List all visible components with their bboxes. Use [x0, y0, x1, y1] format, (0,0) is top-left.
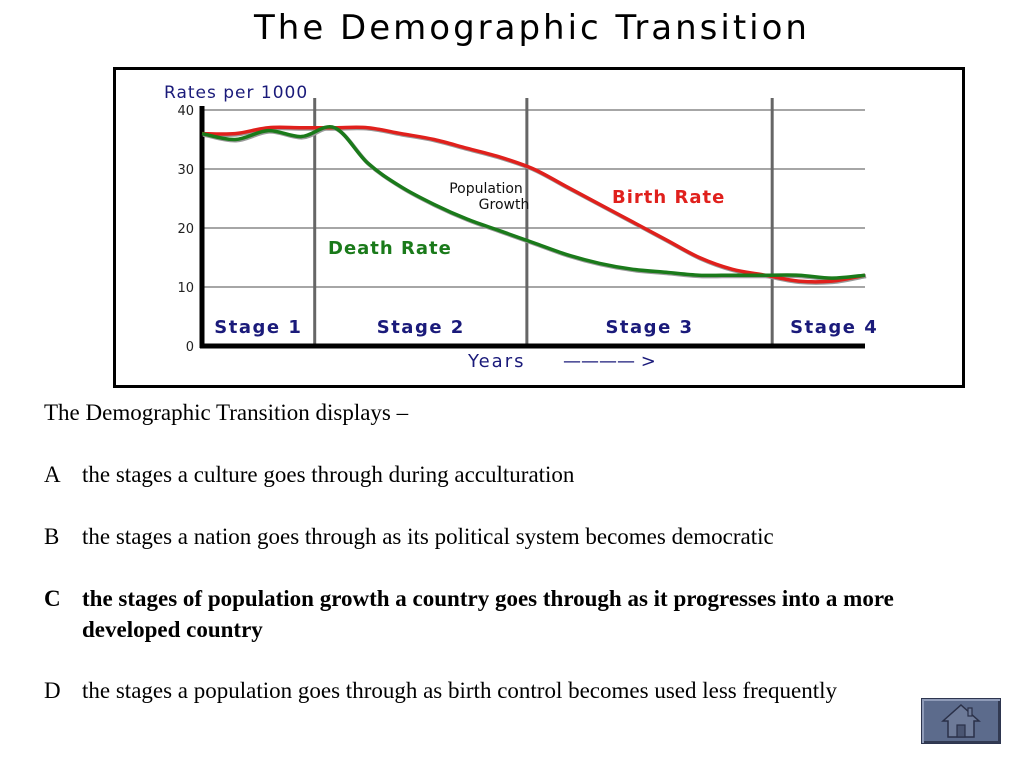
option-text: the stages a population goes through as …: [82, 678, 837, 703]
question-stem: The Demographic Transition displays –: [44, 400, 409, 425]
option-text: the stages a culture goes through during…: [82, 462, 575, 487]
birth-rate-label: Birth Rate: [612, 187, 725, 208]
stage-label: Stage 4: [790, 317, 878, 338]
stage-label: Stage 1: [214, 317, 302, 338]
stage-label: Stage 3: [605, 317, 693, 338]
option-text: the stages of population growth a countr…: [82, 586, 894, 642]
population-growth-label-line2: Growth: [479, 197, 530, 213]
death-rate-line: [201, 125, 866, 280]
series-shadow: [202, 125, 867, 282]
option-letter: C: [44, 586, 61, 611]
option-letter: A: [44, 462, 61, 487]
option-a[interactable]: A the stages a culture goes through duri…: [44, 459, 924, 490]
option-c[interactable]: C the stages of population growth a coun…: [44, 583, 924, 645]
option-letter: D: [44, 678, 61, 703]
x-axis-title: Years: [467, 351, 526, 372]
option-d[interactable]: D the stages a population goes through a…: [44, 675, 924, 706]
y-tick-label: 0: [186, 340, 194, 355]
y-tick-label: 10: [177, 281, 194, 296]
population-growth-area: [202, 128, 865, 281]
population-growth-label-line1: Population: [449, 181, 523, 197]
slide-title: The Demographic Transition: [254, 8, 810, 48]
demographic-transition-chart: 0 10 20 30 40 Rates per 1000 Birth Rate Death R…: [113, 67, 965, 388]
home-button[interactable]: [921, 698, 1001, 744]
death-rate-label: Death Rate: [328, 238, 452, 259]
x-axis-arrow: ———— >: [563, 351, 656, 372]
option-b[interactable]: B the stages a nation goes through as it…: [44, 521, 924, 552]
home-icon: [941, 703, 981, 738]
y-axis-title: Rates per 1000: [164, 83, 308, 103]
y-tick-label: 40: [177, 104, 194, 119]
stage-label: Stage 2: [377, 317, 465, 338]
series-shadow: [202, 126, 867, 285]
option-letter: B: [44, 524, 60, 549]
y-tick-label: 20: [177, 222, 194, 237]
y-tick-label: 30: [177, 163, 194, 178]
birth-rate-line: [201, 125, 866, 284]
option-text: the stages a nation goes through as its …: [82, 524, 774, 549]
